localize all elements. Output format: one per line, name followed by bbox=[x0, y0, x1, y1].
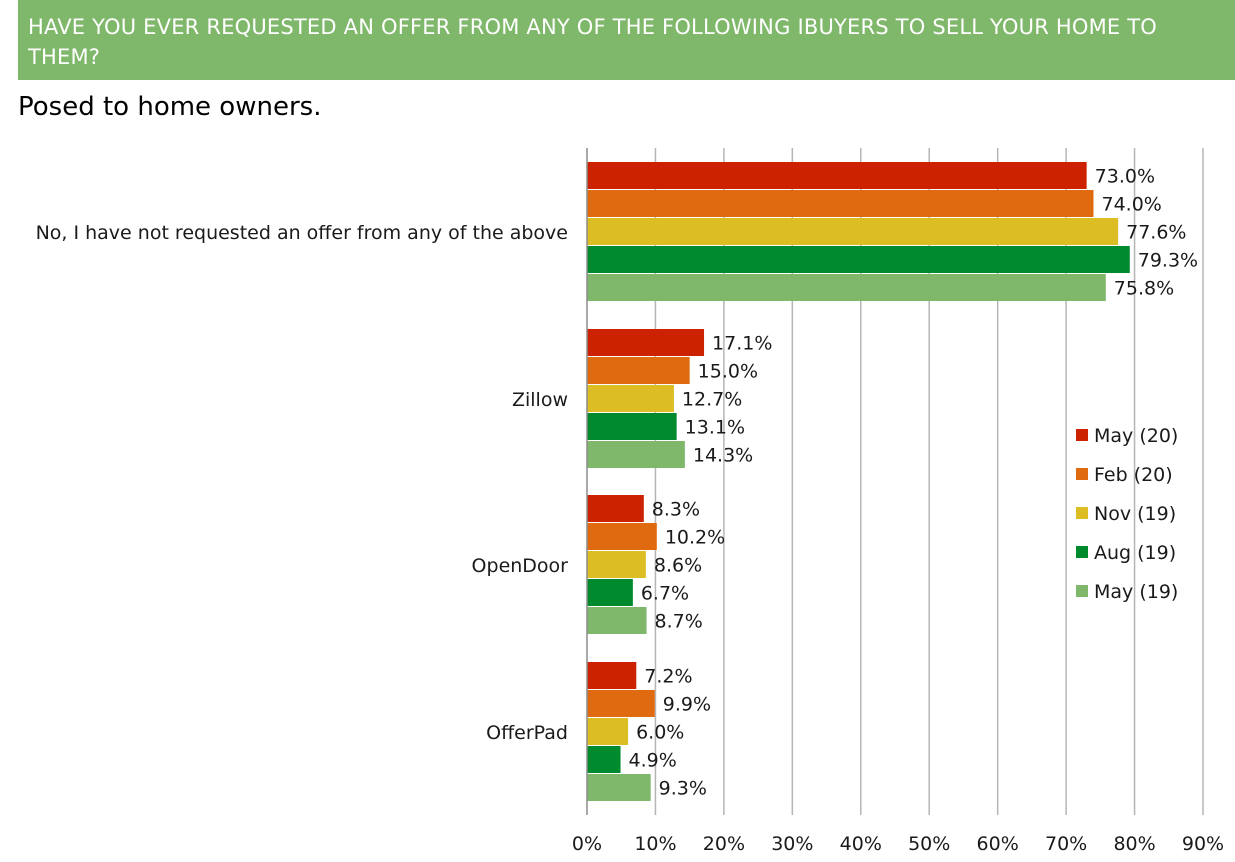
chart-subtitle: Posed to home owners. bbox=[18, 92, 322, 122]
bar bbox=[587, 523, 657, 550]
bar bbox=[587, 774, 651, 801]
data-label: 6.7% bbox=[641, 583, 689, 605]
x-tick-label: 30% bbox=[771, 833, 813, 855]
bar bbox=[587, 441, 685, 468]
x-tick-label: 60% bbox=[977, 833, 1019, 855]
category-label: OfferPad bbox=[486, 722, 568, 744]
bar bbox=[587, 718, 629, 745]
data-label: 74.0% bbox=[1101, 194, 1161, 216]
legend-entry: Nov (19) bbox=[1094, 503, 1176, 525]
data-label: 79.3% bbox=[1138, 250, 1198, 272]
x-tick-label: 0% bbox=[572, 833, 602, 855]
legend-swatch bbox=[1076, 585, 1088, 597]
x-tick-label: 80% bbox=[1113, 833, 1155, 855]
bar bbox=[587, 190, 1094, 217]
data-label: 8.6% bbox=[654, 555, 702, 577]
data-label: 6.0% bbox=[636, 722, 684, 744]
legend-swatch bbox=[1076, 507, 1088, 519]
legend-swatch bbox=[1076, 546, 1088, 558]
data-label: 15.0% bbox=[698, 361, 758, 383]
title-banner: HAVE YOU EVER REQUESTED AN OFFER FROM AN… bbox=[18, 0, 1235, 80]
legend-swatch bbox=[1076, 468, 1088, 480]
bar bbox=[587, 662, 637, 689]
data-label: 77.6% bbox=[1126, 222, 1186, 244]
bar bbox=[587, 690, 655, 717]
data-label: 8.3% bbox=[652, 499, 700, 521]
bar bbox=[587, 218, 1119, 245]
bar bbox=[587, 274, 1106, 301]
data-label: 73.0% bbox=[1095, 166, 1155, 188]
bar bbox=[587, 495, 644, 522]
data-label: 4.9% bbox=[629, 750, 677, 772]
x-tick-label: 90% bbox=[1182, 833, 1224, 855]
bar bbox=[587, 385, 674, 412]
bar bbox=[587, 579, 633, 606]
legend-entry: Feb (20) bbox=[1094, 464, 1173, 486]
data-label: 8.7% bbox=[655, 611, 703, 633]
data-label: 7.2% bbox=[644, 666, 692, 688]
x-tick-label: 10% bbox=[634, 833, 676, 855]
data-label: 12.7% bbox=[682, 389, 742, 411]
category-label: Zillow bbox=[512, 389, 568, 411]
data-label: 13.1% bbox=[685, 417, 745, 439]
legend-entry: May (20) bbox=[1094, 425, 1178, 447]
data-label: 14.3% bbox=[693, 445, 753, 467]
data-label: 9.3% bbox=[659, 778, 707, 800]
bar bbox=[587, 246, 1130, 273]
bar bbox=[587, 551, 646, 578]
data-label: 17.1% bbox=[712, 333, 772, 355]
bar bbox=[587, 746, 621, 773]
bar bbox=[587, 357, 690, 384]
bar bbox=[587, 162, 1087, 189]
legend-entry: May (19) bbox=[1094, 581, 1178, 603]
x-tick-label: 40% bbox=[840, 833, 882, 855]
bar bbox=[587, 413, 677, 440]
bar bbox=[587, 607, 647, 634]
x-tick-label: 70% bbox=[1045, 833, 1087, 855]
x-tick-label: 50% bbox=[908, 833, 950, 855]
bar bbox=[587, 329, 705, 356]
category-label: OpenDoor bbox=[472, 555, 569, 577]
legend-swatch bbox=[1076, 429, 1088, 441]
data-label: 9.9% bbox=[663, 694, 711, 716]
legend-entry: Aug (19) bbox=[1094, 542, 1176, 564]
data-label: 10.2% bbox=[665, 527, 725, 549]
category-label: No, I have not requested an offer from a… bbox=[36, 222, 568, 244]
chart-title: HAVE YOU EVER REQUESTED AN OFFER FROM AN… bbox=[28, 15, 1157, 69]
data-label: 75.8% bbox=[1114, 278, 1174, 300]
x-tick-label: 20% bbox=[703, 833, 745, 855]
